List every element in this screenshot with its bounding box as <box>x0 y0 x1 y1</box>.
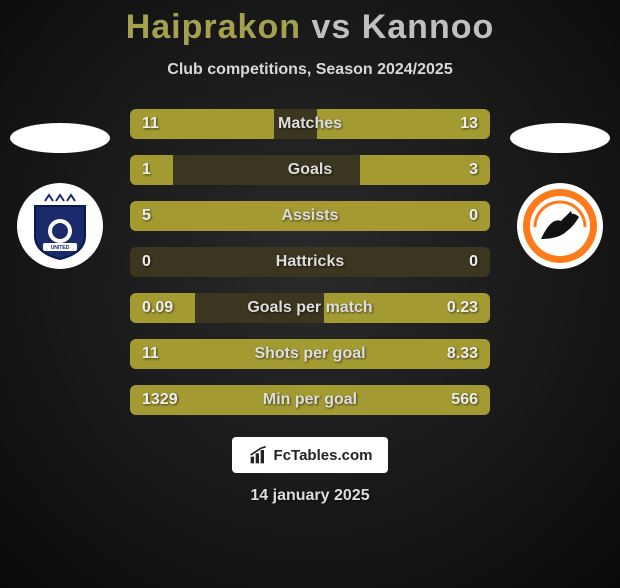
stat-label: Hattricks <box>276 253 344 271</box>
title-player2: Kannoo <box>362 8 495 46</box>
stat-row: 0.09 Goals per match 0.23 <box>130 293 490 323</box>
stat-label: Assists <box>282 207 339 225</box>
stat-value-right: 566 <box>451 391 478 409</box>
stat-label: Matches <box>278 115 342 133</box>
svg-text:UNITED: UNITED <box>51 245 70 251</box>
stat-value-left: 0.09 <box>142 299 173 317</box>
stat-value-right: 0 <box>469 253 478 271</box>
stat-row: 0 Hattricks 0 <box>130 247 490 277</box>
stat-value-left: 11 <box>142 345 159 363</box>
branding-badge[interactable]: FcTables.com <box>232 437 388 473</box>
silhouette-right <box>510 123 610 153</box>
stat-value-right: 13 <box>460 115 478 133</box>
stat-value-left: 11 <box>142 115 159 133</box>
stat-value-left: 5 <box>142 207 151 225</box>
title-player1: Haiprakon <box>126 8 301 46</box>
page-title: Haiprakon vs Kannoo <box>0 8 620 47</box>
stat-label: Min per goal <box>263 391 357 409</box>
stat-row: 11 Matches 13 <box>130 109 490 139</box>
stat-row: 1 Goals 3 <box>130 155 490 185</box>
chart-icon <box>248 445 270 465</box>
title-vs: vs <box>311 8 351 46</box>
buriram-crest-icon: UNITED <box>25 191 95 261</box>
stat-row: 11 Shots per goal 8.33 <box>130 339 490 369</box>
stat-row: 1329 Min per goal 566 <box>130 385 490 415</box>
date-text: 14 january 2025 <box>0 487 620 505</box>
club-badge-left: UNITED <box>17 183 103 269</box>
badge-right-wrap <box>510 123 610 269</box>
stat-value-right: 0 <box>469 207 478 225</box>
chiangrai-crest-icon <box>521 187 599 265</box>
stats-container: 11 Matches 13 1 Goals 3 5 Assists 0 0 Hattricks 0 0.… <box>130 109 490 415</box>
stat-value-right: 8.33 <box>447 345 478 363</box>
stat-bar-left <box>130 155 173 185</box>
stat-value-left: 0 <box>142 253 151 271</box>
subtitle: Club competitions, Season 2024/2025 <box>0 61 620 79</box>
stat-label: Shots per goal <box>254 345 365 363</box>
badge-left-wrap: UNITED <box>10 123 110 269</box>
club-badge-right <box>517 183 603 269</box>
stat-value-right: 3 <box>469 161 478 179</box>
silhouette-left <box>10 123 110 153</box>
stat-label: Goals <box>288 161 332 179</box>
stat-row: 5 Assists 0 <box>130 201 490 231</box>
stat-value-right: 0.23 <box>447 299 478 317</box>
stat-value-left: 1 <box>142 161 151 179</box>
stat-label: Goals per match <box>247 299 372 317</box>
branding-text: FcTables.com <box>274 447 373 464</box>
stat-value-left: 1329 <box>142 391 178 409</box>
